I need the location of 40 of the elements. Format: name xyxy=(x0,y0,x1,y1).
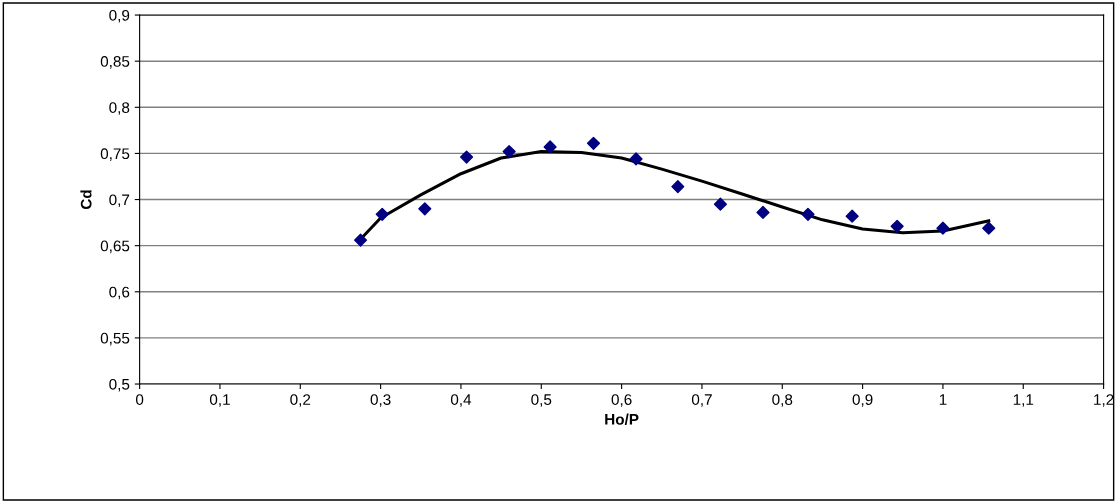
point xyxy=(353,233,368,247)
point xyxy=(936,221,950,235)
x-tick-label: 0 xyxy=(135,394,144,405)
y-tick-label: 0,6 xyxy=(109,286,130,300)
y-tick-label: 0,85 xyxy=(100,56,130,69)
x-tick-label: 0,2 xyxy=(290,394,311,407)
x-tick-label: 0,4 xyxy=(450,394,472,407)
y-axis-title: Cd xyxy=(80,190,92,210)
x-tick-label: 0,7 xyxy=(691,394,712,407)
point xyxy=(982,221,996,235)
point xyxy=(845,209,859,223)
y-tick-label: 0,65 xyxy=(100,240,130,254)
x-tick-label: 0,9 xyxy=(852,394,873,407)
y-tick-label: 0,5 xyxy=(109,378,130,392)
x-tick-label: 1,2 xyxy=(1094,394,1114,407)
point xyxy=(713,197,728,211)
point xyxy=(375,207,389,221)
y-tick-label: 0,8 xyxy=(109,102,130,115)
point xyxy=(502,144,516,159)
point xyxy=(459,150,474,164)
y-tick-label: 0,7 xyxy=(109,194,130,208)
point xyxy=(756,205,770,220)
point xyxy=(543,140,557,154)
point xyxy=(418,202,432,216)
x-tick-label: 0,8 xyxy=(772,394,793,407)
point xyxy=(671,180,685,194)
y-tick-label: 0,55 xyxy=(100,332,130,346)
x-tick-label: 1,1 xyxy=(1013,394,1034,407)
point xyxy=(586,136,601,150)
x-tick-label: 0,5 xyxy=(531,394,552,407)
x-tick-label: 0,1 xyxy=(209,394,230,407)
y-tick-label: 0,75 xyxy=(100,148,130,161)
point xyxy=(629,152,643,166)
x-tick-label: 1 xyxy=(939,394,947,405)
x-tick-label: 0,3 xyxy=(370,394,391,407)
point xyxy=(890,219,904,233)
y-tick-label: 0,9 xyxy=(109,9,130,23)
point xyxy=(801,207,815,221)
x-axis-title: Ho/P xyxy=(605,413,639,425)
x-tick-label: 0,6 xyxy=(611,394,632,407)
